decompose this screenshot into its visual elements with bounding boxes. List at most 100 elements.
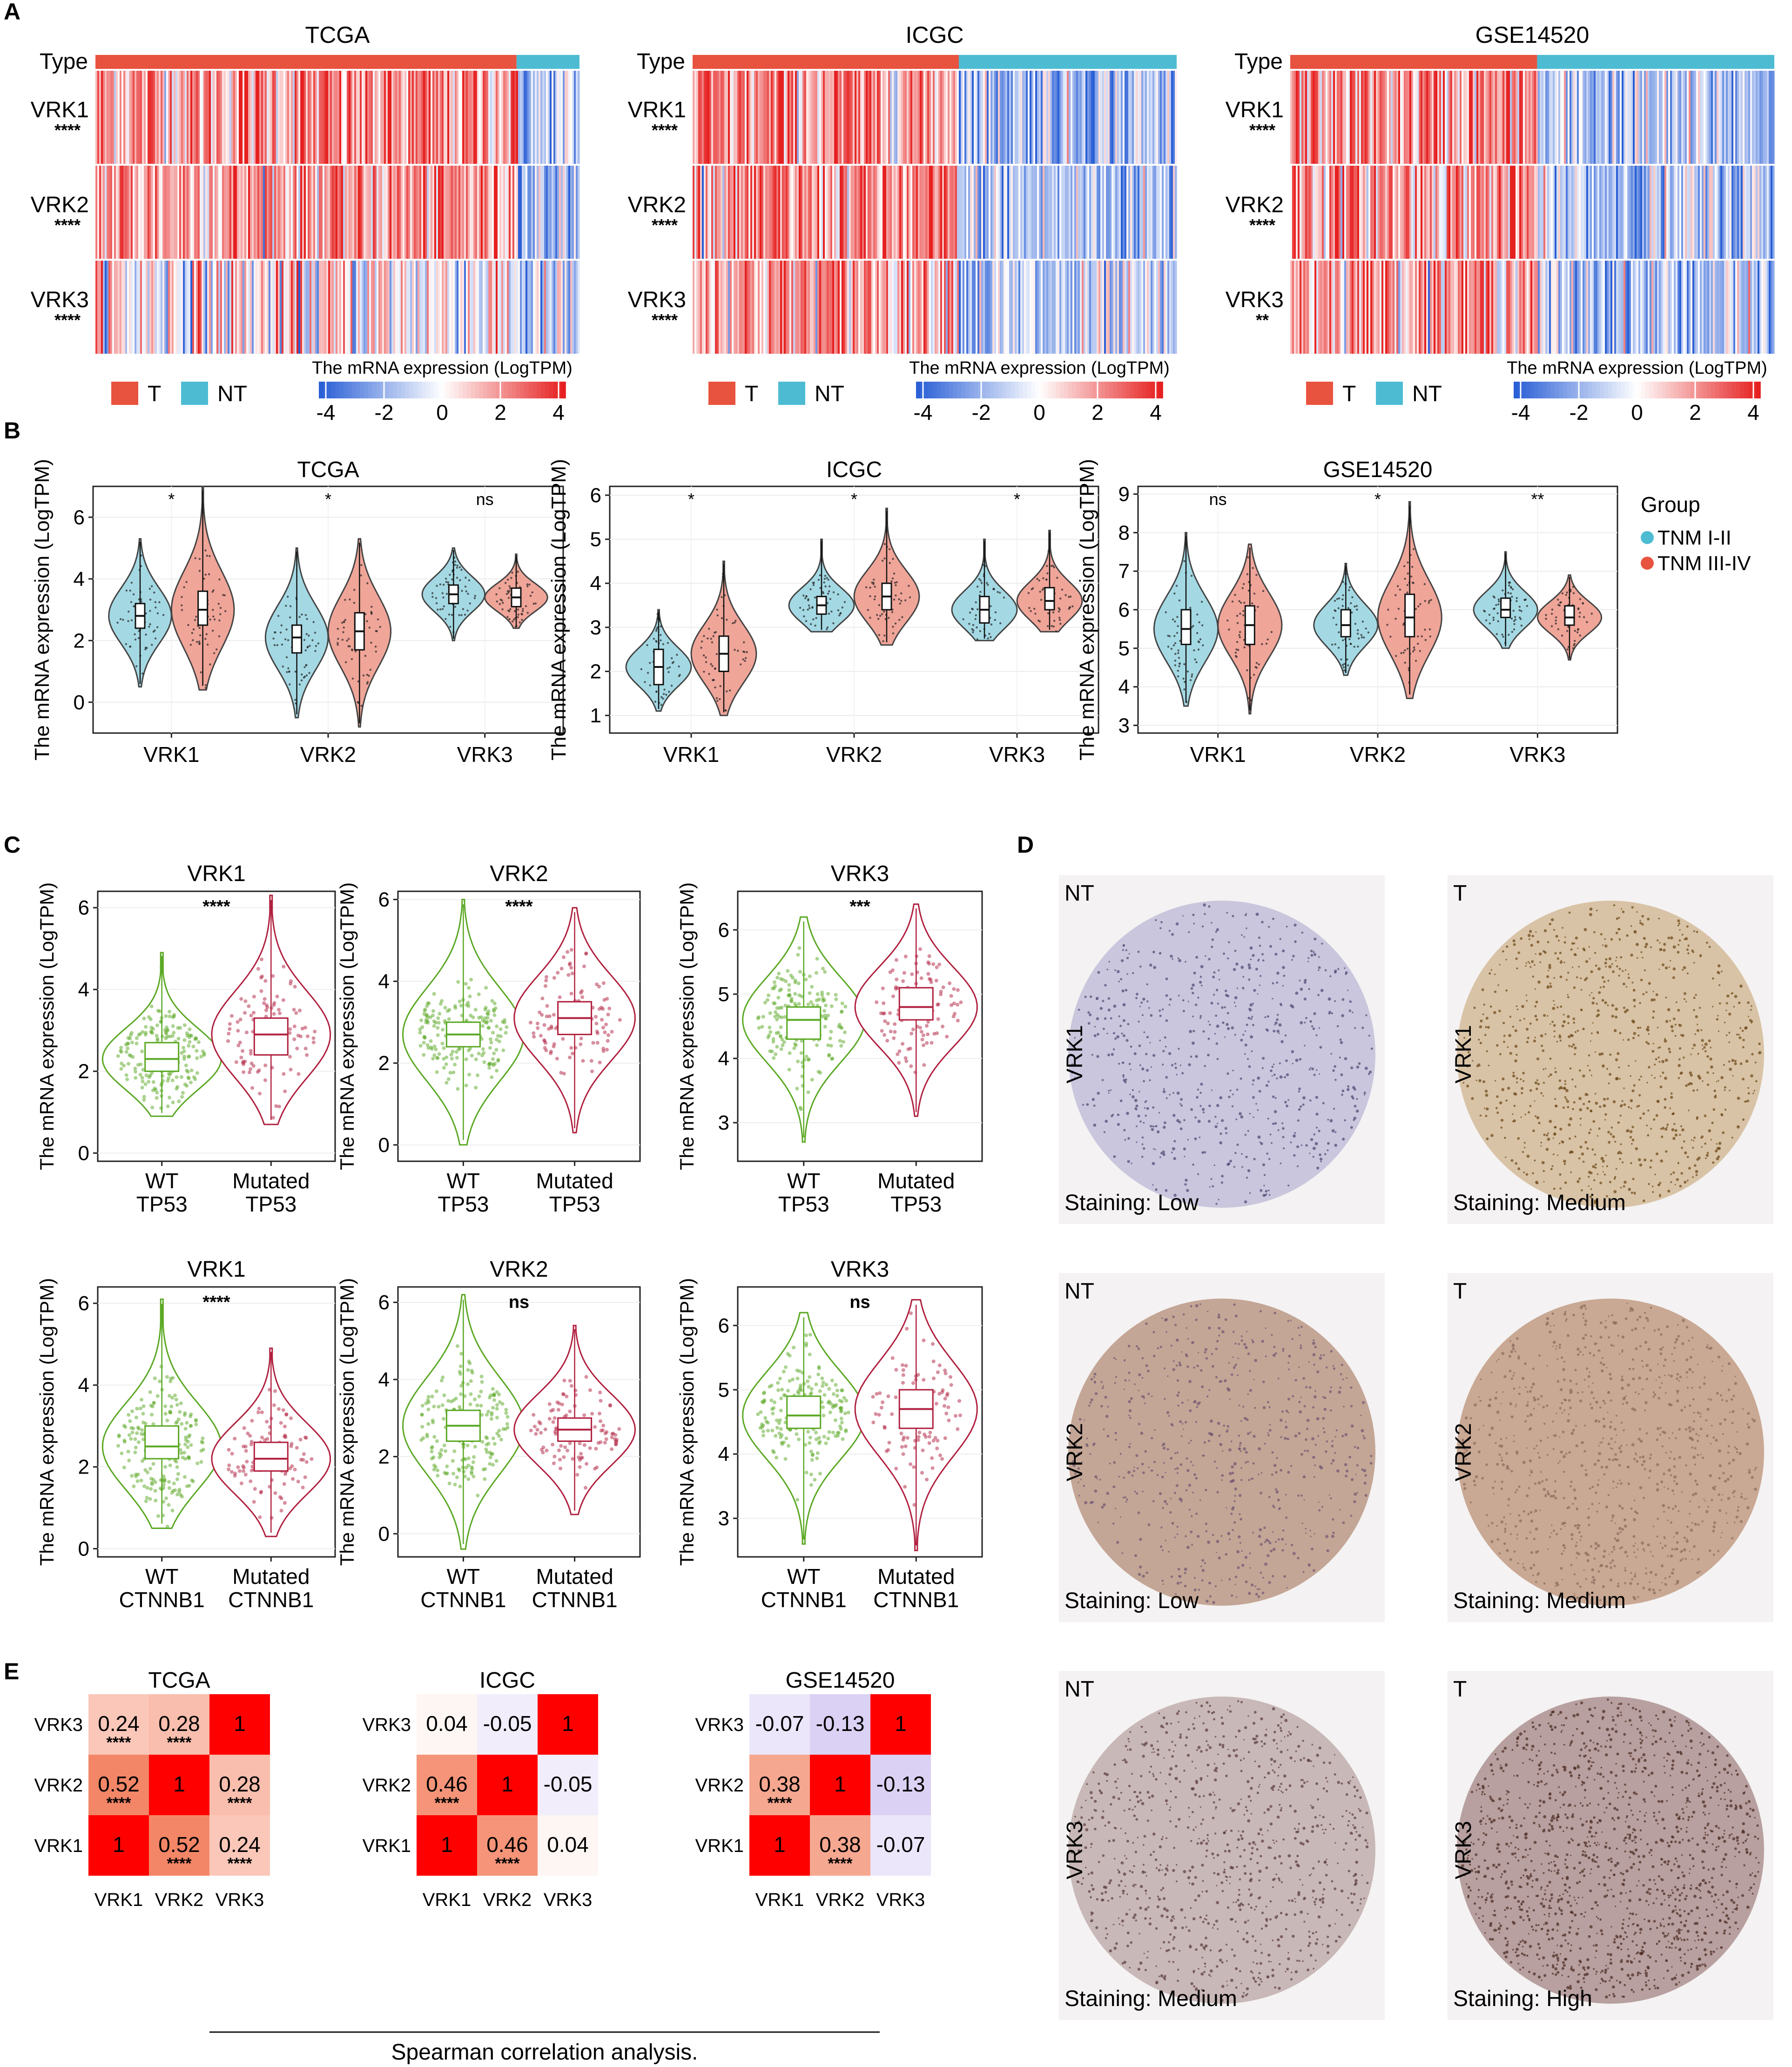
col-label: VRK2 [816,1890,865,1910]
significance-label: **** [54,121,81,140]
y-tick-label: 4 [74,568,85,591]
cell-value: 1 [834,1772,846,1796]
y-tick-label: 6 [74,506,85,529]
y-axis-label: The mRNA expression (LogTPM) [336,882,358,1171]
ihc-image-nt-vrk3: NT VRK3 Staining: Medium [1059,1671,1385,2020]
box-iqr [253,1017,289,1056]
y-tick-label: 0 [378,1522,390,1545]
y-tick-label: 6 [378,889,390,911]
significance-label: * [168,490,175,509]
violin-chart-gse14520: GSE14520 3 4 5 6 7 8 9 The mRNA expression (LogT… [1076,458,1751,767]
x-tick-label: CTNNB1 [761,1588,847,1612]
legend-t-swatch [1306,382,1333,405]
type-bar-tumor [95,55,517,69]
y-tick-label: 6 [590,484,601,507]
cell-significance: **** [435,1794,460,1812]
y-tick-label: 1 [590,704,601,727]
tissue-label: NT [1064,1677,1094,1702]
y-tick-label: 0 [78,1142,89,1165]
x-tick-label: VRK3 [989,742,1045,767]
significance-label: **** [505,897,532,916]
x-tick-label: WT [145,1169,179,1193]
row-label: VRK1 [34,1836,83,1856]
significance-label: **** [1249,215,1275,235]
gene-label: VRK2 [31,193,89,217]
gene-label: VRK2 [1451,1423,1476,1481]
chart-title: GSE14520 [786,1668,895,1693]
heatmap-cell [417,1694,477,1755]
x-tick-label: CTNNB1 [873,1588,959,1612]
scale-tick: 0 [1033,400,1045,424]
violin-chart-icgc: ICGC 1 2 3 4 5 6 The mRNA expression (LogTPM) VR… [547,458,1099,767]
y-tick-label: 4 [378,970,390,993]
heatmap-row-vrk1 [693,71,1177,164]
x-tick-label: WT [787,1169,821,1193]
heatmap-cell [149,1815,209,1876]
gene-label: VRK2 [1063,1423,1087,1481]
y-tick-label: 2 [78,1456,89,1479]
cell-value: 1 [774,1832,786,1857]
x-tick-label: WT [145,1564,179,1589]
col-label: VRK1 [755,1890,804,1910]
x-tick-label: CTNNB1 [420,1588,506,1612]
legend-label: TNM III-IV [1657,552,1751,575]
y-tick-label: 3 [590,616,601,639]
significance-label: **** [202,897,230,916]
heatmap-title: ICGC [906,22,964,48]
col-label: VRK2 [155,1890,204,1910]
col-label: VRK3 [216,1890,264,1910]
heatmap-cell [870,1815,931,1876]
legend-nt-swatch [181,382,208,405]
y-tick-label: 2 [78,1060,89,1083]
row-label: VRK1 [363,1836,411,1856]
gene-label: VRK2 [1226,193,1284,217]
significance-label: * [325,490,331,509]
y-tick-label: 4 [718,1443,729,1466]
y-axis-label: The mRNA expression (LogTPM) [36,1278,58,1566]
row-label: VRK3 [695,1715,744,1735]
x-tick-label: CTNNB1 [119,1588,205,1612]
legend-dot [1641,557,1654,570]
cell-value: 1 [173,1772,185,1796]
significance-label: ** [1256,310,1269,330]
scale-tick: -4 [914,400,933,424]
significance-label: ** [1531,490,1544,509]
cell-value: 0.04 [426,1711,468,1736]
significance-label: *** [849,897,870,916]
legend-nt-label: NT [815,382,844,406]
x-tick-label: Mutated [877,1169,955,1193]
x-tick-label: Mutated [536,1564,613,1589]
col-label: VRK3 [544,1890,593,1910]
y-tick-label: 6 [378,1291,390,1314]
cell-significance: **** [107,1794,132,1812]
cell-value: 0.38 [759,1772,801,1796]
scale-title: The mRNA expression (LogTPM) [909,358,1170,378]
x-tick-label: VRK2 [300,742,356,767]
col-label: VRK1 [423,1890,472,1910]
gene-label: VRK1 [1451,1025,1476,1083]
heatmap-cell [810,1755,870,1815]
y-tick-label: 7 [1118,560,1130,583]
row-label: VRK1 [695,1836,744,1856]
x-tick-label: Mutated [232,1564,310,1589]
y-tick-label: 2 [74,629,85,652]
legend-t-swatch [111,382,138,405]
legend-nt-swatch [1376,382,1403,405]
cell-value: 0.24 [98,1711,140,1736]
x-tick-label: Mutated [232,1169,310,1193]
scale-title: The mRNA expression (LogTPM) [312,358,573,378]
legend-t-label: T [1342,382,1356,406]
gene-label: VRK1 [628,98,686,122]
y-tick-label: 4 [590,572,601,595]
legend-t-swatch [708,382,735,405]
scale-tick: 2 [1689,400,1701,424]
tissue-core [1068,1299,1375,1606]
cell-value: 1 [895,1711,907,1736]
y-tick-label: 0 [378,1134,390,1157]
panel-b-violins: TCGA 0 2 4 6 The mRNA expression (LogTPM) VRK1… [31,458,1751,767]
heatmap-cell [538,1755,598,1815]
